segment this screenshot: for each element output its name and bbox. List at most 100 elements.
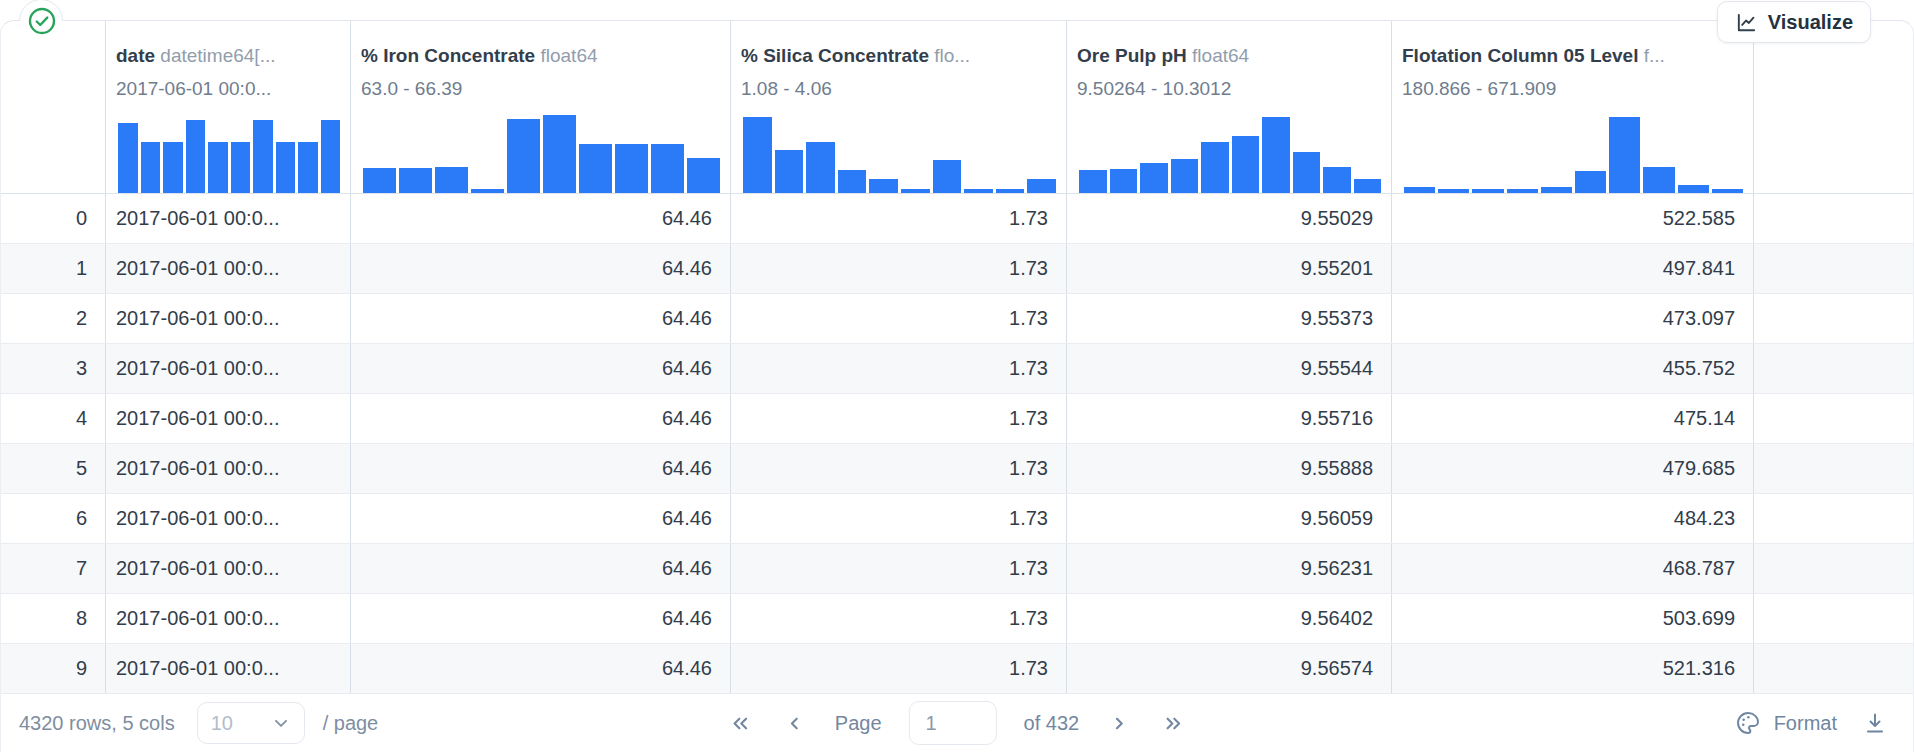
table-cell[interactable]: 9.55544 bbox=[1067, 344, 1392, 393]
table-cell[interactable]: 64.46 bbox=[351, 444, 731, 493]
column-header[interactable]: % Silica Concentrate flo...1.08 - 4.06 bbox=[731, 21, 1067, 193]
table-cell[interactable]: 9.55716 bbox=[1067, 394, 1392, 443]
line-chart-icon bbox=[1735, 11, 1758, 34]
page-size-value: 10 bbox=[211, 712, 233, 735]
table-cell[interactable]: 64.46 bbox=[351, 244, 731, 293]
table-cell[interactable]: 2017-06-01 00:0... bbox=[106, 644, 351, 693]
table-cell[interactable]: 64.46 bbox=[351, 394, 731, 443]
table-cell[interactable]: 497.841 bbox=[1392, 244, 1754, 293]
histogram-bar bbox=[1643, 167, 1674, 193]
histogram-bar bbox=[1507, 189, 1538, 193]
table-cell[interactable]: 2017-06-01 00:0... bbox=[106, 494, 351, 543]
column-histogram bbox=[361, 115, 722, 193]
table-cell[interactable]: 2017-06-01 00:0... bbox=[106, 544, 351, 593]
histogram-bar bbox=[1140, 163, 1168, 193]
table-cell[interactable]: 9.55888 bbox=[1067, 444, 1392, 493]
empty-cell bbox=[1754, 294, 1913, 343]
page-size-select[interactable]: 10 bbox=[197, 702, 305, 744]
table-cell[interactable]: 1.73 bbox=[731, 344, 1067, 393]
table-cell[interactable]: 1.73 bbox=[731, 194, 1067, 243]
histogram-bar bbox=[298, 142, 318, 193]
table-cell[interactable]: 2017-06-01 00:0... bbox=[106, 244, 351, 293]
format-label: Format bbox=[1774, 712, 1837, 735]
table-cell[interactable]: 9.55373 bbox=[1067, 294, 1392, 343]
histogram-bar bbox=[276, 142, 296, 193]
table-cell[interactable]: 455.752 bbox=[1392, 344, 1754, 393]
table-cell[interactable]: 2017-06-01 00:0... bbox=[106, 344, 351, 393]
page-number-input[interactable] bbox=[909, 701, 997, 745]
chevron-right-icon bbox=[1108, 712, 1131, 735]
table-cell[interactable]: 64.46 bbox=[351, 644, 731, 693]
table-cell[interactable]: 1.73 bbox=[731, 444, 1067, 493]
first-page-button[interactable] bbox=[727, 710, 754, 737]
table-cell[interactable]: 1.73 bbox=[731, 594, 1067, 643]
table-row[interactable]: 12017-06-01 00:0...64.461.739.55201497.8… bbox=[1, 244, 1913, 294]
visualize-button[interactable]: Visualize bbox=[1717, 1, 1871, 43]
table-row[interactable]: 32017-06-01 00:0...64.461.739.55544455.7… bbox=[1, 344, 1913, 394]
column-header[interactable]: Flotation Column 05 Level f...180.866 - … bbox=[1392, 21, 1754, 193]
table-row[interactable]: 22017-06-01 00:0...64.461.739.55373473.0… bbox=[1, 294, 1913, 344]
table-cell[interactable]: 1.73 bbox=[731, 394, 1067, 443]
table-cell[interactable]: 1.73 bbox=[731, 544, 1067, 593]
table-cell[interactable]: 479.685 bbox=[1392, 444, 1754, 493]
histogram-bar bbox=[507, 119, 540, 193]
table-cell[interactable]: 9.55029 bbox=[1067, 194, 1392, 243]
table-cell[interactable]: 9.56402 bbox=[1067, 594, 1392, 643]
column-name: % Silica Concentrate bbox=[741, 45, 929, 66]
index-column-header bbox=[1, 21, 106, 193]
table-cell[interactable]: 1.73 bbox=[731, 294, 1067, 343]
table-cell[interactable]: 1.73 bbox=[731, 494, 1067, 543]
per-page-label: / page bbox=[323, 712, 379, 735]
chevron-down-icon bbox=[271, 713, 291, 733]
table-cell[interactable]: 64.46 bbox=[351, 294, 731, 343]
chevron-left-icon bbox=[783, 712, 806, 735]
table-cell[interactable]: 64.46 bbox=[351, 194, 731, 243]
table-cell[interactable]: 64.46 bbox=[351, 344, 731, 393]
table-cell[interactable]: 2017-06-01 00:0... bbox=[106, 194, 351, 243]
table-cell[interactable]: 9.56231 bbox=[1067, 544, 1392, 593]
column-histogram bbox=[741, 115, 1058, 193]
column-header[interactable]: % Iron Concentrate float6463.0 - 66.39 bbox=[351, 21, 731, 193]
table-cell[interactable]: 522.585 bbox=[1392, 194, 1754, 243]
next-page-button[interactable] bbox=[1106, 710, 1133, 737]
table-cell[interactable]: 2017-06-01 00:0... bbox=[106, 294, 351, 343]
table-cell[interactable]: 1.73 bbox=[731, 644, 1067, 693]
format-button[interactable]: Format bbox=[1735, 710, 1887, 736]
table-cell[interactable]: 64.46 bbox=[351, 594, 731, 643]
empty-cell bbox=[1754, 194, 1913, 243]
table-row[interactable]: 62017-06-01 00:0...64.461.739.56059484.2… bbox=[1, 494, 1913, 544]
table-cell[interactable]: 9.55201 bbox=[1067, 244, 1392, 293]
table-row[interactable]: 72017-06-01 00:0...64.461.739.56231468.7… bbox=[1, 544, 1913, 594]
table-cell[interactable]: 468.787 bbox=[1392, 544, 1754, 593]
download-button[interactable] bbox=[1863, 711, 1887, 735]
table-cell[interactable]: 64.46 bbox=[351, 494, 731, 543]
table-cell[interactable]: 2017-06-01 00:0... bbox=[106, 594, 351, 643]
histogram-bar bbox=[1293, 152, 1321, 193]
table-cell[interactable]: 9.56574 bbox=[1067, 644, 1392, 693]
histogram-bar bbox=[1079, 170, 1107, 193]
table-cell[interactable]: 64.46 bbox=[351, 544, 731, 593]
table-cell[interactable]: 521.316 bbox=[1392, 644, 1754, 693]
last-page-button[interactable] bbox=[1160, 710, 1187, 737]
table-cell[interactable]: 484.23 bbox=[1392, 494, 1754, 543]
table-cell[interactable]: 2017-06-01 00:0... bbox=[106, 444, 351, 493]
table-row[interactable]: 92017-06-01 00:0...64.461.739.56574521.3… bbox=[1, 644, 1913, 694]
table-cell[interactable]: 473.097 bbox=[1392, 294, 1754, 343]
prev-page-button[interactable] bbox=[781, 710, 808, 737]
table-cell[interactable]: 475.14 bbox=[1392, 394, 1754, 443]
table-cell[interactable]: 2017-06-01 00:0... bbox=[106, 394, 351, 443]
table-cell[interactable]: 9.56059 bbox=[1067, 494, 1392, 543]
column-histogram bbox=[1077, 115, 1383, 193]
table-cell[interactable]: 503.699 bbox=[1392, 594, 1754, 643]
table-row[interactable]: 02017-06-01 00:0...64.461.739.55029522.5… bbox=[1, 194, 1913, 244]
table-row[interactable]: 52017-06-01 00:0...64.461.739.55888479.6… bbox=[1, 444, 1913, 494]
histogram-bar bbox=[1027, 179, 1056, 193]
table-row[interactable]: 42017-06-01 00:0...64.461.739.55716475.1… bbox=[1, 394, 1913, 444]
table-row[interactable]: 82017-06-01 00:0...64.461.739.56402503.6… bbox=[1, 594, 1913, 644]
empty-cell bbox=[1754, 244, 1913, 293]
column-dtype: flo... bbox=[929, 45, 970, 66]
column-header[interactable]: date datetime64[...2017-06-01 00:0... bbox=[106, 21, 351, 193]
table-cell[interactable]: 1.73 bbox=[731, 244, 1067, 293]
histogram-bar bbox=[1171, 159, 1199, 193]
column-header[interactable]: Ore Pulp pH float649.50264 - 10.3012 bbox=[1067, 21, 1392, 193]
